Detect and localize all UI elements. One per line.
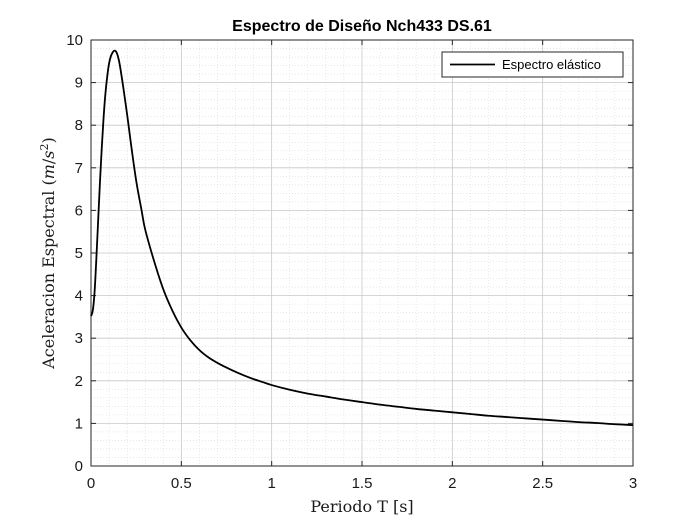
y-tick-label: 4 xyxy=(75,288,83,305)
y-axis-label-unit-sep: / xyxy=(39,158,58,164)
x-tick-label: 2.5 xyxy=(532,475,553,492)
x-axis-label: Periodo T [s] xyxy=(310,497,413,516)
y-tick-label: 0 xyxy=(75,458,83,475)
y-axis-label-unit-s: s xyxy=(39,150,58,158)
y-axis-label-text: Aceleracion Espectral ( xyxy=(39,179,58,369)
axis-ticks xyxy=(90,39,634,467)
y-tick-label: 8 xyxy=(75,117,83,134)
y-tick-label: 5 xyxy=(75,245,83,262)
y-tick-label: 1 xyxy=(75,415,83,432)
y-tick-label: 3 xyxy=(75,330,83,347)
series-line-espectro-elastico xyxy=(90,49,634,426)
x-tick-label: 1.5 xyxy=(352,475,373,492)
y-tick-label: 10 xyxy=(66,32,83,49)
legend: Espectro elástico xyxy=(441,51,624,78)
y-tick-label: 6 xyxy=(75,202,83,219)
y-axis-label-close: ) xyxy=(39,137,58,143)
major-grid xyxy=(91,40,633,466)
y-axis-label-unit-exp: 2 xyxy=(38,143,51,150)
legend-label: Espectro elástico xyxy=(502,57,601,72)
y-tick-label: 7 xyxy=(75,160,83,177)
y-axis-label-unit-m: m xyxy=(39,164,58,179)
y-tick-labels: 0 1 2 3 4 5 6 7 8 9 10 xyxy=(66,32,83,475)
x-tick-label: 0.5 xyxy=(171,475,192,492)
x-tick-label: 3 xyxy=(629,475,637,492)
x-tick-label: 2 xyxy=(448,475,456,492)
x-tick-label: 1 xyxy=(267,475,275,492)
x-tick-label: 0 xyxy=(87,475,95,492)
y-tick-label: 9 xyxy=(75,75,83,92)
x-tick-labels: 0 0.5 1 1.5 2 2.5 3 xyxy=(87,475,637,492)
y-tick-label: 2 xyxy=(75,373,83,390)
y-axis-label: Aceleracion Espectral (m/s2) xyxy=(38,137,59,370)
chart-title: Espectro de Diseño Nch433 DS.61 xyxy=(232,18,492,35)
